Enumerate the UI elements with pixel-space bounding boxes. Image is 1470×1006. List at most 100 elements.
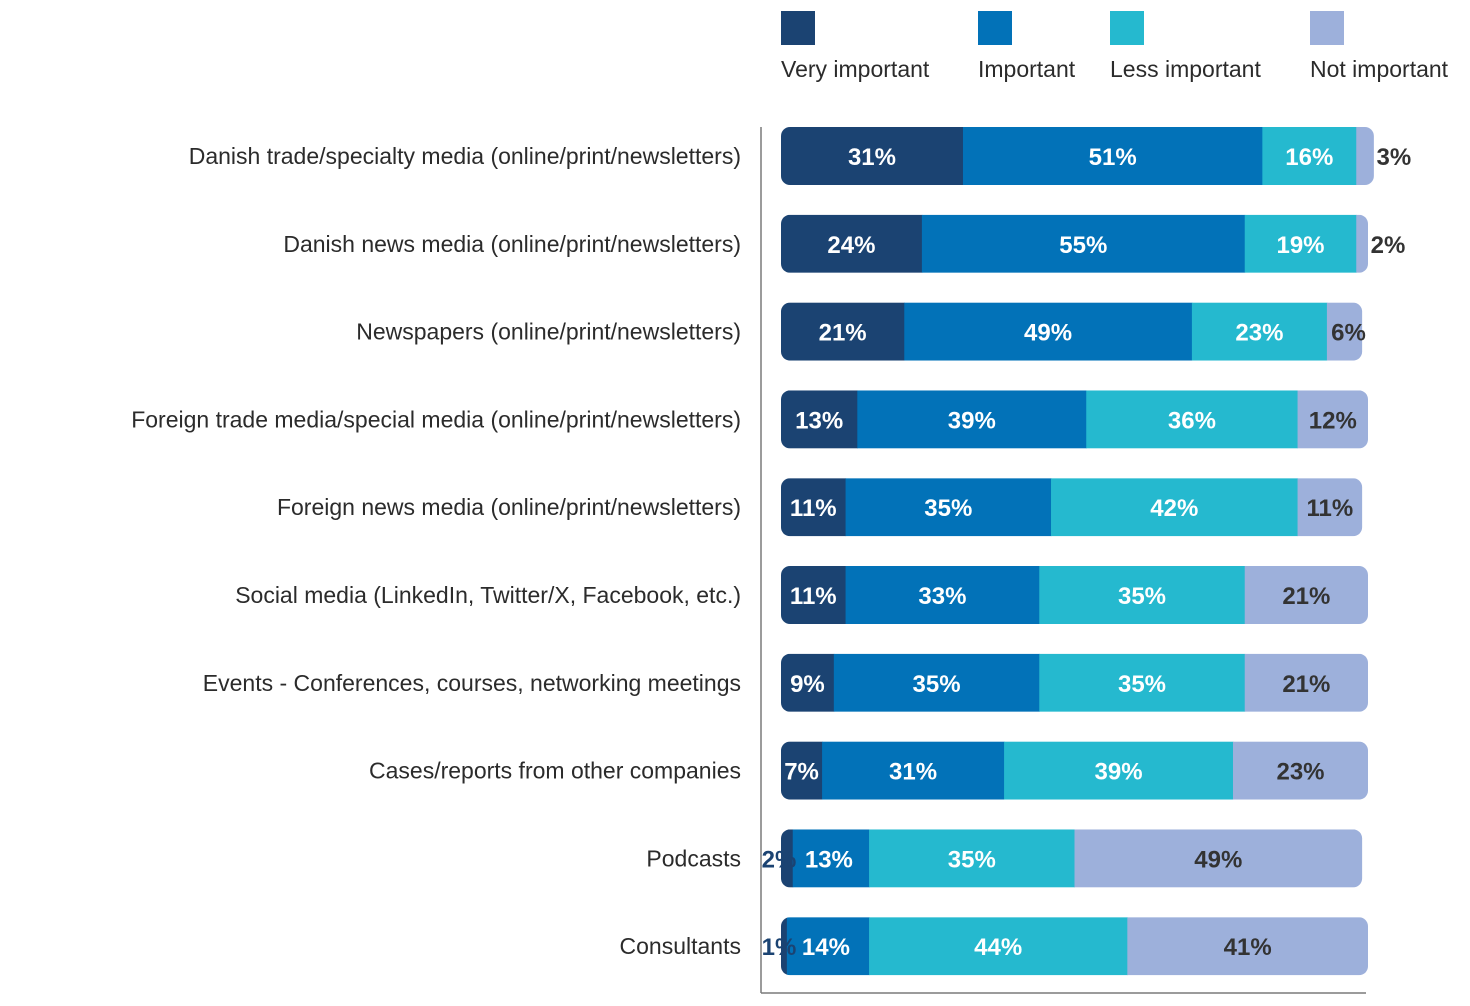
category-label: Social media (LinkedIn, Twitter/X, Faceb… [235, 582, 741, 608]
category-label: Cases/reports from other companies [369, 758, 741, 784]
value-label: 14% [802, 934, 850, 961]
value-label: 2% [762, 846, 797, 873]
bar-segment [1004, 741, 1234, 800]
value-label: 6% [1331, 320, 1366, 347]
bars: 31% 51% 16% 3% 24% 55% 19% 2% 21% 49% 23% 6% 13% 39% 3… [762, 127, 1411, 976]
bar-segment [1262, 127, 1357, 185]
bar-row: 13% 39% 36% 12% [781, 390, 1368, 449]
bar-segment [1326, 302, 1363, 361]
value-label: 39% [948, 407, 996, 434]
bar-segment [1297, 478, 1363, 537]
value-label: 3% [1377, 144, 1412, 171]
bar-segment [1244, 214, 1357, 273]
bar-segment [781, 566, 847, 624]
value-label: 51% [1089, 144, 1137, 171]
value-label: 1% [762, 934, 797, 961]
bar-segment [869, 917, 1128, 976]
category-label: Newspapers (online/print/newsletters) [356, 319, 741, 345]
bar-segment [1051, 478, 1299, 537]
bar-segment [845, 566, 1040, 624]
bar-segment [786, 917, 870, 976]
value-label: 33% [918, 583, 966, 610]
bar-segment [781, 829, 794, 888]
legend: Very important Important Less important Not… [781, 11, 1449, 82]
value-label: 24% [827, 232, 875, 259]
value-label: 35% [924, 495, 972, 522]
bar-segment [845, 478, 1052, 537]
value-label: 36% [1168, 407, 1216, 434]
legend-item: Not important [1310, 11, 1449, 82]
value-label: 2% [1371, 232, 1406, 259]
value-label: 9% [790, 671, 825, 698]
value-label: 55% [1059, 232, 1107, 259]
legend-swatch [1310, 11, 1344, 45]
bar-segment [781, 214, 923, 273]
value-label: 44% [974, 934, 1022, 961]
legend-swatch [781, 11, 815, 45]
value-label: 13% [805, 846, 853, 873]
bar-row: 7% 31% 39% 23% [781, 741, 1368, 800]
category-label: Foreign trade media/special media (onlin… [131, 406, 741, 432]
bar-segment [1074, 829, 1363, 888]
bar-segment [1297, 390, 1368, 449]
value-label: 23% [1276, 759, 1324, 786]
bar-segment [792, 829, 870, 888]
bar-segment [1191, 302, 1328, 361]
bar-segment [869, 829, 1075, 888]
bar-row: 9% 35% 35% 21% [781, 653, 1368, 712]
axes [760, 127, 1366, 994]
value-label: 21% [1282, 671, 1330, 698]
legend-label: Very important [781, 56, 930, 82]
legend-item: Very important [781, 11, 930, 82]
category-label: Podcasts [646, 845, 741, 871]
bar-segment [857, 390, 1087, 449]
bar-row: 24% 55% 19% 2% [781, 214, 1406, 273]
bar-segment [1232, 741, 1368, 800]
bar-segment [1127, 917, 1368, 976]
bar-segment [781, 302, 905, 361]
bar-segment [1086, 390, 1299, 449]
value-label: 35% [1118, 583, 1166, 610]
value-label: 41% [1224, 934, 1272, 961]
bar-segment [1244, 566, 1368, 624]
value-label: 23% [1235, 320, 1283, 347]
bar-segment [1356, 214, 1368, 273]
category-label: Danish news media (online/print/newslett… [283, 231, 741, 257]
category-label: Events - Conferences, courses, networkin… [203, 670, 741, 696]
bar-segment [833, 653, 1040, 712]
value-label: 11% [790, 495, 837, 522]
value-label: 12% [1309, 407, 1357, 434]
bar-segment [822, 741, 1005, 800]
bar-segment [1039, 566, 1246, 624]
value-label: 35% [1118, 671, 1166, 698]
legend-label: Not important [1310, 56, 1449, 82]
value-label: 16% [1285, 144, 1333, 171]
value-label: 42% [1150, 495, 1198, 522]
legend-label: Less important [1110, 56, 1261, 82]
bar-row: 31% 51% 16% 3% [781, 127, 1411, 185]
value-label: 39% [1095, 759, 1143, 786]
bar-segment [1244, 653, 1368, 712]
legend-item: Less important [1110, 11, 1261, 82]
category-label: Danish trade/specialty media (online/pri… [189, 143, 741, 169]
bar-segment [1356, 127, 1374, 185]
bar-row: 21% 49% 23% 6% [781, 302, 1366, 361]
legend-label: Important [978, 56, 1076, 82]
bar-segment [962, 127, 1263, 185]
value-label: 49% [1024, 320, 1072, 347]
value-label: 11% [790, 583, 837, 610]
bar-segment [781, 741, 823, 800]
value-label: 11% [1306, 495, 1353, 522]
category-labels: Danish trade/specialty media (online/pri… [131, 143, 741, 959]
category-label: Consultants [620, 933, 741, 959]
bar-row: 2% 13% 35% 49% [762, 829, 1363, 888]
value-label: 13% [795, 407, 843, 434]
bar-segment [781, 478, 847, 537]
bar-segment [921, 214, 1246, 273]
value-label: 31% [889, 759, 937, 786]
value-label: 21% [819, 320, 867, 347]
bar-segment [781, 917, 788, 976]
bar-segment [904, 302, 1193, 361]
value-label: 21% [1282, 583, 1330, 610]
